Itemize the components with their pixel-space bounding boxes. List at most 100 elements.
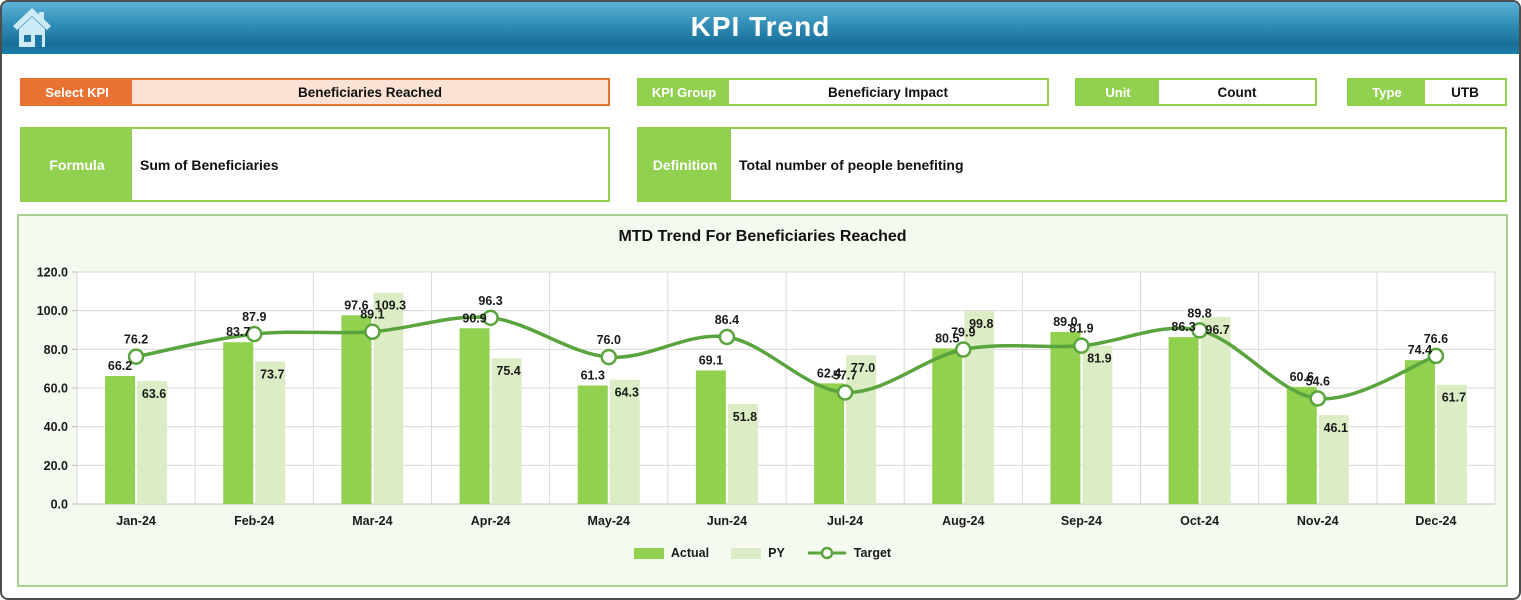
target-marker [1309,390,1326,407]
py-data-label: 99.8 [969,317,993,331]
x-axis-label: Nov-24 [1297,514,1339,528]
bar-actual [105,376,136,504]
target-marker [836,384,854,401]
target-marker [364,323,381,340]
x-axis-label: Jan-24 [116,514,156,528]
kpi-trend-chart: MTD Trend For Beneficiaries Reached 0.0 2… [17,214,1508,587]
x-axis-label: Aug-24 [942,514,984,528]
target-data-label: 96.3 [478,294,502,308]
bar-actual [932,348,963,504]
y-axis-label: 100.0 [37,304,68,318]
chart-legend: Actual PY Target [19,546,1506,560]
target-marker [246,325,263,343]
target-data-label: 87.9 [242,310,266,324]
bar-actual [814,383,845,504]
py-data-label: 63.6 [142,387,166,401]
target-data-label: 79.9 [951,326,975,340]
py-swatch-icon [731,547,762,559]
definition-box: Definition Total number of people benefi… [637,127,1507,202]
y-axis-label: 20.0 [44,459,68,473]
bar-actual [1286,386,1317,504]
x-axis-label: Oct-24 [1180,514,1219,528]
bar-actual [577,385,608,504]
target-marker [955,341,972,358]
py-data-label: 46.1 [1324,421,1348,435]
actual-data-label: 60.6 [1290,370,1314,384]
bar-py [609,379,640,504]
unit-box: Unit Count [1075,78,1317,106]
y-axis-label: 0.0 [51,498,68,512]
x-axis-label: Jul-24 [827,514,863,528]
x-axis-label: Jun-24 [707,514,747,528]
target-data-label: 76.6 [1424,332,1448,346]
x-axis-label: May-24 [588,514,630,528]
target-data-label: 76.2 [124,333,148,347]
bar-actual [1050,331,1081,504]
py-data-label: 75.4 [496,364,520,378]
x-axis-label: Mar-24 [352,514,392,528]
bar-py [964,311,995,504]
home-icon [13,8,51,47]
kpi-group-box: KPI Group Beneficiary Impact [637,78,1049,106]
py-data-label: 73.7 [260,368,284,382]
bar-actual [459,328,490,504]
bar-py [1318,414,1349,504]
definition-label: Definition [639,129,731,200]
actual-data-label: 62.4 [817,366,841,380]
bar-actual [223,342,254,504]
actual-data-label: 61.3 [581,368,605,382]
bar-actual [1168,337,1199,504]
py-data-label: 51.8 [733,410,757,424]
formula-box: Formula Sum of Beneficiaries [20,127,610,202]
select-kpi-box: Select KPI Beneficiaries Reached [20,78,610,106]
legend-item-py: PY [731,546,785,560]
actual-data-label: 97.6 [344,298,368,312]
x-axis-label: Dec-24 [1415,514,1456,528]
select-kpi-value[interactable]: Beneficiaries Reached [132,80,608,104]
select-kpi-label: Select KPI [45,84,109,100]
home-button[interactable] [10,5,54,51]
legend-item-target: Target [807,546,891,560]
bar-py [1200,317,1231,504]
py-data-label: 64.3 [615,386,639,400]
x-axis-label: Apr-24 [471,514,511,528]
legend-label-py: PY [768,546,785,560]
type-label: Type [1372,84,1402,100]
page-title: KPI Trend [690,11,831,42]
py-data-label: 96.7 [1205,323,1229,337]
target-data-label: 81.9 [1069,322,1093,336]
unit-value: Count [1159,80,1315,104]
target-data-label: 89.1 [360,308,384,322]
actual-data-label: 89.0 [1053,315,1077,329]
legend-label-actual: Actual [670,546,710,560]
target-marker [1073,337,1090,354]
chart-canvas: 0.0 20.0 40.0 60.0 80.0 100.0 120.0 66.2 63.6 76.… [37,266,1496,528]
bar-py [1082,345,1113,504]
legend-item-actual: Actual [633,546,710,560]
formula-label: Formula [22,129,132,200]
chart-title: MTD Trend For Beneficiaries Reached [618,228,907,245]
actual-data-label: 66.2 [108,359,132,373]
bar-py [491,358,522,504]
actual-data-label: 74.4 [1408,343,1432,357]
y-axis-label: 120.0 [37,266,68,280]
actual-swatch-icon [633,547,664,559]
target-data-label: 54.6 [1306,374,1330,388]
bar-py [846,355,877,504]
bar-py [373,292,404,504]
unit-label: Unit [1105,84,1131,100]
target-data-label: 76.0 [597,333,621,347]
y-axis-label: 60.0 [44,382,68,396]
bar-actual [341,315,372,504]
formula-value: Sum of Beneficiaries [132,129,608,200]
py-data-label: 77.0 [851,361,875,375]
actual-data-label: 80.5 [935,331,959,345]
target-marker [482,309,499,327]
bar-actual [695,370,726,504]
bar-py [727,403,758,504]
target-data-label: 86.4 [715,313,739,327]
kpi-group-value: Beneficiary Impact [729,80,1047,104]
actual-data-label: 90.9 [462,311,486,325]
kpi-group-label: KPI Group [651,84,717,100]
